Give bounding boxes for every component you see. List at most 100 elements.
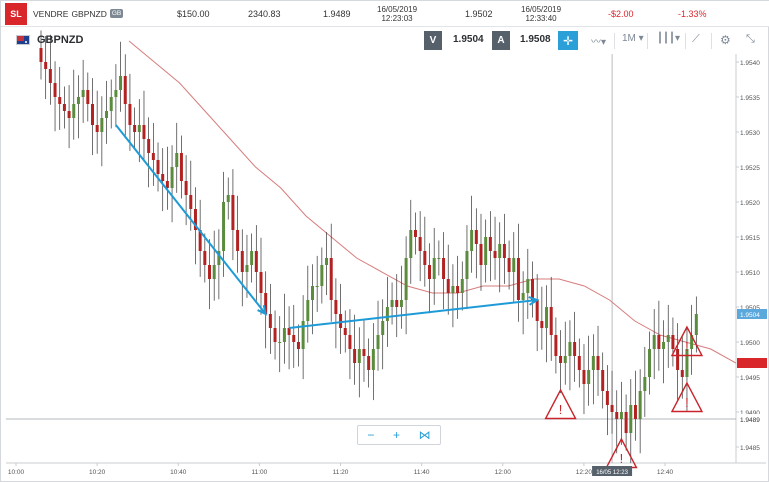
candle-body bbox=[193, 209, 197, 230]
y-tick-label: 1.9510 bbox=[740, 270, 760, 277]
candle-body bbox=[376, 335, 380, 349]
entry-price-tag: 1.9489 bbox=[740, 417, 760, 424]
candlestick-icon[interactable]: ┃┃┃▾ bbox=[657, 33, 681, 44]
close-time: 12:33:40 bbox=[525, 14, 557, 23]
candle-body bbox=[142, 125, 146, 139]
candle-body bbox=[465, 251, 469, 279]
candle-body bbox=[67, 111, 71, 118]
candle-body bbox=[137, 125, 141, 132]
draw-icon[interactable]: ⟋ bbox=[692, 33, 700, 45]
trade-close-time: 16/05/2019 12:33:40 bbox=[521, 1, 561, 27]
settings-icon[interactable]: ⚙ bbox=[720, 33, 731, 47]
candle-body bbox=[123, 76, 127, 104]
candle-body bbox=[39, 48, 43, 62]
candle-body bbox=[395, 300, 399, 307]
candle-body bbox=[44, 62, 48, 69]
warning-triangle bbox=[670, 381, 704, 413]
trend-arrow-head bbox=[257, 304, 268, 316]
candle-body bbox=[629, 405, 633, 433]
y-tick-label: 1.9505 bbox=[740, 305, 760, 312]
candle-body bbox=[325, 258, 329, 265]
candle-body bbox=[339, 314, 343, 328]
sell-button[interactable]: V bbox=[424, 31, 442, 50]
candle-body bbox=[72, 104, 76, 118]
warning-mark: ! bbox=[685, 339, 689, 354]
y-tick-label: 1.9495 bbox=[740, 375, 760, 382]
candle-body bbox=[633, 405, 637, 419]
candle-body bbox=[353, 349, 357, 363]
share-icon[interactable]: ⋈ bbox=[418, 428, 431, 442]
candle-body bbox=[671, 335, 675, 349]
y-tick-label: 1.9490 bbox=[740, 410, 760, 417]
zoom-in-button[interactable]: + bbox=[393, 428, 401, 442]
candle-body bbox=[109, 97, 113, 111]
current-price-tag-bg bbox=[737, 309, 767, 319]
candle-body bbox=[657, 335, 661, 349]
candle-body bbox=[624, 412, 628, 433]
candle-body bbox=[690, 335, 694, 349]
candle-body bbox=[516, 258, 520, 300]
timeframe-select[interactable]: 1M ▾ bbox=[622, 33, 644, 44]
candle-body bbox=[189, 195, 193, 209]
candle-body bbox=[362, 349, 366, 356]
close-date: 16/05/2019 bbox=[521, 5, 562, 14]
candle-body bbox=[662, 342, 666, 349]
candle-body bbox=[259, 272, 263, 293]
x-tick-label: 11:20 bbox=[333, 469, 349, 476]
candle-body bbox=[357, 349, 361, 363]
y-tick-label: 1.9485 bbox=[740, 445, 760, 452]
candle-body bbox=[432, 258, 436, 279]
candle-body bbox=[413, 230, 417, 237]
warning-mark: ! bbox=[620, 451, 624, 466]
buy-button[interactable]: A bbox=[492, 31, 510, 50]
divider bbox=[647, 33, 648, 49]
candle-body bbox=[470, 230, 474, 251]
stop-loss-tag-bg bbox=[737, 358, 767, 368]
candle-body bbox=[371, 349, 375, 370]
sl-badge[interactable]: SL bbox=[5, 2, 27, 25]
open-time: 12:23:03 bbox=[381, 14, 413, 23]
crosshair-time-bg bbox=[592, 466, 633, 476]
candle-body bbox=[348, 335, 352, 349]
buy-price[interactable]: 1.9508 bbox=[520, 34, 551, 45]
zoom-controls: − + ⋈ bbox=[357, 425, 441, 445]
plot-area bbox=[6, 54, 736, 463]
line-chart-icon[interactable]: 〰▾ bbox=[591, 37, 607, 48]
y-tick-label: 1.9515 bbox=[740, 235, 760, 242]
candle-body bbox=[385, 307, 389, 321]
candle-body bbox=[119, 76, 123, 90]
candle-body bbox=[446, 279, 450, 293]
candle-body bbox=[573, 342, 577, 356]
candle-body bbox=[442, 258, 446, 279]
candle-body bbox=[404, 258, 408, 300]
candle-body bbox=[666, 335, 670, 342]
candle-body bbox=[479, 244, 483, 265]
trade-units: 2340.83 bbox=[248, 9, 281, 19]
warning-mark: ! bbox=[685, 395, 689, 410]
candle-body bbox=[381, 321, 385, 335]
sell-price[interactable]: 1.9504 bbox=[453, 34, 484, 45]
candle-body bbox=[685, 349, 689, 377]
candle-body bbox=[170, 167, 174, 188]
candle-body bbox=[526, 279, 530, 293]
divider bbox=[711, 33, 712, 49]
candle-body bbox=[282, 328, 286, 342]
candle-body bbox=[105, 111, 109, 118]
candle-body bbox=[292, 335, 296, 342]
candle-body bbox=[100, 118, 104, 132]
fullscreen-icon[interactable]: ⤡ bbox=[746, 33, 755, 45]
candle-body bbox=[390, 300, 394, 307]
flag-icon bbox=[16, 35, 30, 45]
zoom-out-button[interactable]: − bbox=[367, 428, 375, 442]
candle-body bbox=[423, 251, 427, 265]
candle-body bbox=[95, 125, 99, 132]
crosshair-icon[interactable]: ✛ bbox=[558, 31, 578, 50]
candle-body bbox=[240, 251, 244, 272]
chart-header: GBPNZD V 1.9504 A 1.9508 ✛ 〰▾ 1M ▾ ┃┃┃▾ … bbox=[1, 29, 769, 53]
candle-body bbox=[545, 307, 549, 328]
candle-body bbox=[156, 160, 160, 174]
candle-body bbox=[437, 258, 441, 259]
x-tick-label: 11:00 bbox=[251, 469, 267, 476]
currency-badge: GB bbox=[109, 9, 124, 18]
